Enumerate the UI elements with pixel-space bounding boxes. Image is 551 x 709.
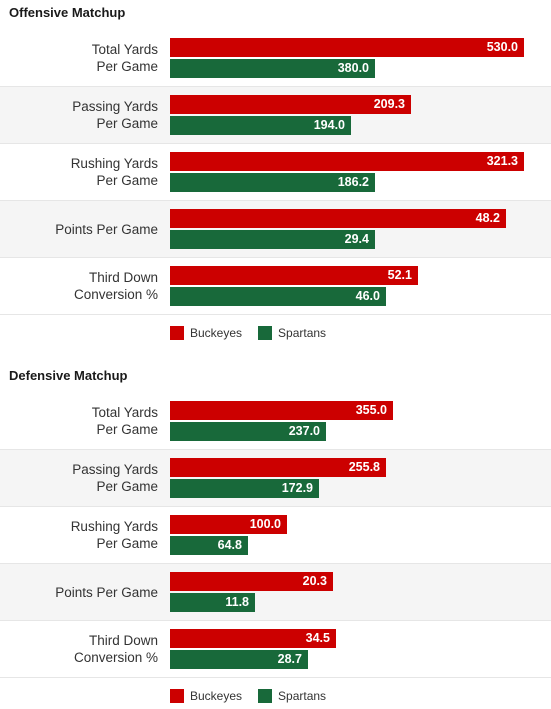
- buckeyes-bar: 530.0: [170, 38, 524, 57]
- bar-value-label: 29.4: [344, 232, 369, 246]
- buckeyes-bar: 321.3: [170, 152, 524, 171]
- legend-item: Spartans: [258, 326, 326, 340]
- category-label: Passing Yards Per Game: [72, 462, 158, 494]
- spartans-bar: 28.7: [170, 650, 308, 669]
- category-row: Third Down Conversion % 52.1 46.0: [0, 258, 551, 315]
- spartans-bar: 172.9: [170, 479, 319, 498]
- spartans-bar: 380.0: [170, 59, 375, 78]
- bar-rows: Total Yards Per Game 355.0 237.0 Passing Ya…: [0, 393, 551, 678]
- buckeyes-bar: 255.8: [170, 458, 386, 477]
- category-row: Points Per Game 20.3 11.8: [0, 564, 551, 621]
- legend-swatch: [170, 689, 184, 703]
- buckeyes-bar: 48.2: [170, 209, 506, 228]
- legend-label: Spartans: [278, 326, 327, 340]
- bar-value-label: 172.9: [281, 481, 313, 495]
- bar-value-label: 194.0: [313, 118, 345, 132]
- bar-value-label: 11.8: [225, 595, 249, 609]
- category-label: Total Yards Per Game: [91, 405, 158, 437]
- category-row: Total Yards Per Game 355.0 237.0: [0, 393, 551, 450]
- legend-swatch: [170, 326, 184, 340]
- bar-rows: Total Yards Per Game 530.0 380.0 Passing Ya…: [0, 30, 551, 315]
- category-label: Rushing Yards Per Game: [70, 156, 158, 188]
- category-row: Total Yards Per Game 530.0 380.0: [0, 30, 551, 87]
- category-row: Rushing Yards Per Game 100.0 64.8: [0, 507, 551, 564]
- category-row: Points Per Game 48.2 29.4: [0, 201, 551, 258]
- bar-value-label: 209.3: [373, 97, 405, 111]
- buckeyes-bar: 100.0: [170, 515, 287, 534]
- bar-value-label: 48.2: [475, 211, 500, 225]
- legend-item: Spartans: [258, 689, 326, 703]
- buckeyes-bar: 355.0: [170, 401, 393, 420]
- bar-value-label: 46.0: [355, 289, 380, 303]
- bar-value-label: 255.8: [348, 460, 380, 474]
- legend-item: Buckeyes: [170, 326, 242, 340]
- category-label: Points Per Game: [55, 221, 158, 237]
- bar-value-label: 530.0: [486, 40, 518, 54]
- legend-swatch: [258, 689, 273, 703]
- bar-value-label: 186.2: [337, 175, 369, 189]
- bar-value-label: 100.0: [249, 517, 281, 531]
- category-row: Passing Yards Per Game 255.8 172.9: [0, 450, 551, 507]
- spartans-bar: 64.8: [170, 536, 248, 555]
- category-row: Passing Yards Per Game 209.3 194.0: [0, 87, 551, 144]
- spartans-bar: 194.0: [170, 116, 351, 135]
- chart-title: Defensive Matchup: [9, 368, 128, 383]
- category-row: Rushing Yards Per Game 321.3 186.2: [0, 144, 551, 201]
- legend-label: Buckeyes: [190, 689, 243, 703]
- legend-swatch: [258, 326, 273, 340]
- chart-title: Offensive Matchup: [9, 5, 126, 20]
- bar-value-label: 237.0: [288, 424, 320, 438]
- category-row: Third Down Conversion % 34.5 28.7: [0, 621, 551, 678]
- category-label: Rushing Yards Per Game: [70, 519, 158, 551]
- legend-label: Buckeyes: [190, 326, 243, 340]
- legend-item: Buckeyes: [170, 689, 242, 703]
- bar-value-label: 321.3: [486, 154, 518, 168]
- buckeyes-bar: 20.3: [170, 572, 333, 591]
- bar-value-label: 380.0: [337, 61, 369, 75]
- category-label: Passing Yards Per Game: [72, 99, 158, 131]
- legend: Buckeyes Spartans: [170, 326, 342, 340]
- spartans-bar: 186.2: [170, 173, 375, 192]
- legend: Buckeyes Spartans: [170, 689, 342, 703]
- bar-value-label: 34.5: [305, 631, 330, 645]
- category-label: Total Yards Per Game: [91, 42, 158, 74]
- spartans-bar: 237.0: [170, 422, 326, 441]
- bar-value-label: 20.3: [302, 574, 327, 588]
- bar-value-label: 52.1: [387, 268, 412, 282]
- spartans-bar: 29.4: [170, 230, 375, 249]
- buckeyes-bar: 34.5: [170, 629, 336, 648]
- bar-value-label: 355.0: [355, 403, 387, 417]
- legend-label: Spartans: [278, 689, 327, 703]
- category-label: Third Down Conversion %: [73, 270, 158, 302]
- buckeyes-bar: 52.1: [170, 266, 418, 285]
- bar-value-label: 64.8: [217, 538, 242, 552]
- buckeyes-bar: 209.3: [170, 95, 411, 114]
- category-label: Third Down Conversion %: [73, 633, 158, 665]
- spartans-bar: 11.8: [170, 593, 255, 612]
- spartans-bar: 46.0: [170, 287, 386, 306]
- category-label: Points Per Game: [55, 584, 158, 600]
- bar-value-label: 28.7: [277, 652, 302, 666]
